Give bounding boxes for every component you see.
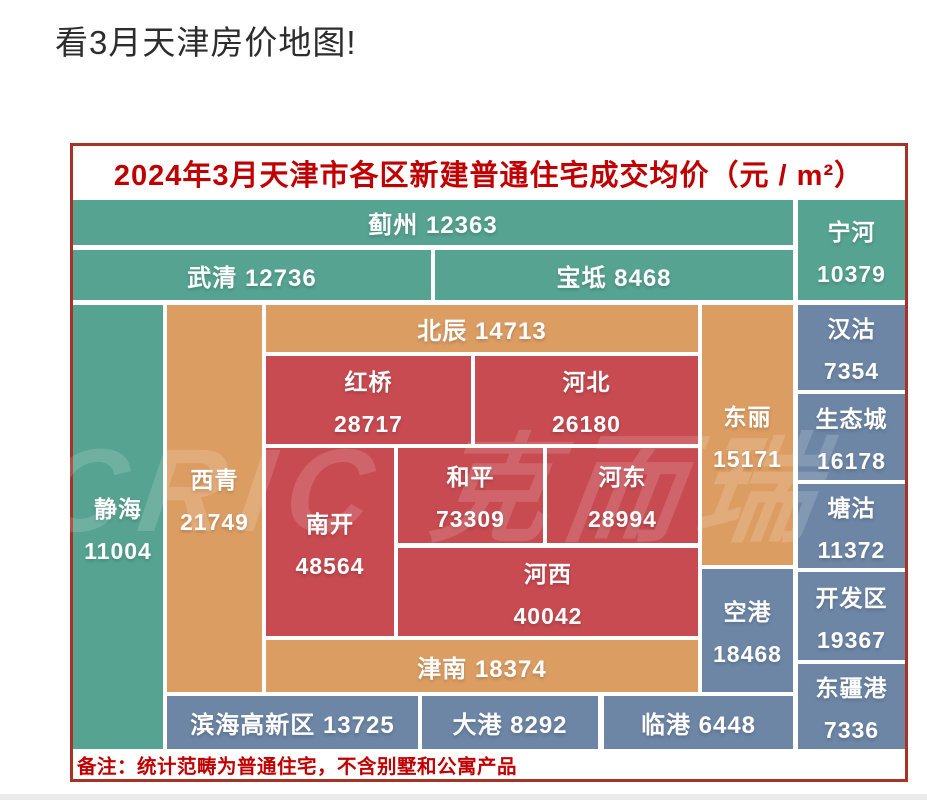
district-value: 11004 xyxy=(84,537,152,564)
district-block-ninghe: 宁河 10379 xyxy=(798,200,905,300)
district-block-baodi: 宝坻 8468 xyxy=(435,250,793,300)
chart-title: 2024年3月天津市各区新建普通住宅成交均价（元 / m²） xyxy=(113,159,865,192)
district-label: 武清 12736 xyxy=(187,264,317,292)
district-value: 28994 xyxy=(588,506,657,532)
district-value: 7354 xyxy=(823,358,880,384)
district-name: 河北 xyxy=(562,368,611,395)
district-label: 蓟州 12363 xyxy=(368,212,498,239)
district-block-hedong: 河东 28994 xyxy=(547,448,698,543)
district-block-jizhou: 蓟州 12363 xyxy=(73,200,793,245)
district-value: 11372 xyxy=(817,536,886,563)
district-name: 空港 xyxy=(723,599,772,625)
district-block-tanggu: 塘沽 11372 xyxy=(798,484,905,568)
district-block-dongjianggang: 东疆港 7336 xyxy=(798,664,905,749)
district-label: 大港 8292 xyxy=(452,712,568,739)
district-name: 开发区 xyxy=(815,584,888,611)
district-name: 东丽 xyxy=(723,403,772,430)
district-label: 津南 18374 xyxy=(417,655,547,683)
district-value: 7336 xyxy=(823,717,880,743)
district-block-wuqing: 武清 12736 xyxy=(73,250,431,300)
district-block-dongli: 东丽 15171 xyxy=(702,305,793,565)
district-block-hebei: 河北 26180 xyxy=(475,356,698,444)
district-name: 红桥 xyxy=(344,368,393,395)
page-title: 看3月天津房价地图! xyxy=(55,24,357,61)
district-block-konggang: 空港 18468 xyxy=(702,569,793,692)
district-block-dagang: 大港 8292 xyxy=(422,696,598,749)
district-value: 48564 xyxy=(295,552,365,579)
district-name: 汉沽 xyxy=(827,316,876,342)
district-block-hexi: 河西 40042 xyxy=(398,548,698,636)
district-block-kaifaqu: 开发区 19367 xyxy=(798,572,905,660)
district-block-shengtaicheng: 生态城 16178 xyxy=(798,394,905,480)
district-block-beichen: 北辰 14713 xyxy=(266,305,698,352)
district-name: 西青 xyxy=(190,467,239,493)
district-block-heping: 和平 73309 xyxy=(398,448,543,543)
district-value: 26180 xyxy=(552,410,621,437)
district-name: 生态城 xyxy=(815,405,888,432)
district-value: 40042 xyxy=(513,602,583,629)
district-block-jinghai: 静海 11004 xyxy=(73,305,163,749)
treemap-blocks: 蓟州 12363 宁河 10379 武清 12736 宝坻 8468 静海 11004 西青 2… xyxy=(73,146,905,779)
district-value: 10379 xyxy=(817,260,886,287)
chart-footnote: 备注：统计范畴为普通住宅，不含别墅和公寓产品 xyxy=(77,756,518,778)
district-block-jinnan: 津南 18374 xyxy=(266,640,698,692)
district-value: 19367 xyxy=(817,626,886,653)
district-block-binhai-gaoxinqu: 滨海高新区 13725 xyxy=(167,696,418,749)
district-block-hongqiao: 红桥 28717 xyxy=(266,356,471,444)
district-value: 16178 xyxy=(817,447,886,474)
district-block-lingang: 临港 6448 xyxy=(604,696,793,749)
district-name: 河东 xyxy=(598,464,647,490)
district-value: 18468 xyxy=(713,641,782,667)
district-name: 和平 xyxy=(446,464,495,490)
district-name: 静海 xyxy=(94,495,142,522)
price-map-chart: 2024年3月天津市各区新建普通住宅成交均价（元 / m²） 蓟州 12363 宁… xyxy=(32,143,908,782)
district-block-hangu: 汉沽 7354 xyxy=(798,305,905,390)
district-label: 宝坻 8468 xyxy=(556,264,672,292)
district-block-xiqing: 西青 21749 xyxy=(167,305,262,692)
district-block-nankai: 南开 48564 xyxy=(266,448,394,636)
district-name: 南开 xyxy=(306,510,354,537)
district-label: 北辰 14713 xyxy=(417,318,547,345)
district-value: 73309 xyxy=(436,506,505,532)
page-bottom-divider xyxy=(0,794,927,800)
district-label: 滨海高新区 13725 xyxy=(190,712,395,739)
district-value: 21749 xyxy=(180,509,249,535)
district-name: 东疆港 xyxy=(815,675,888,701)
district-label: 临港 6448 xyxy=(640,712,757,739)
district-name: 宁河 xyxy=(827,218,876,245)
district-value: 28717 xyxy=(334,410,403,437)
district-name: 塘沽 xyxy=(827,494,876,521)
district-name: 河西 xyxy=(524,560,572,587)
district-value: 15171 xyxy=(713,445,782,472)
